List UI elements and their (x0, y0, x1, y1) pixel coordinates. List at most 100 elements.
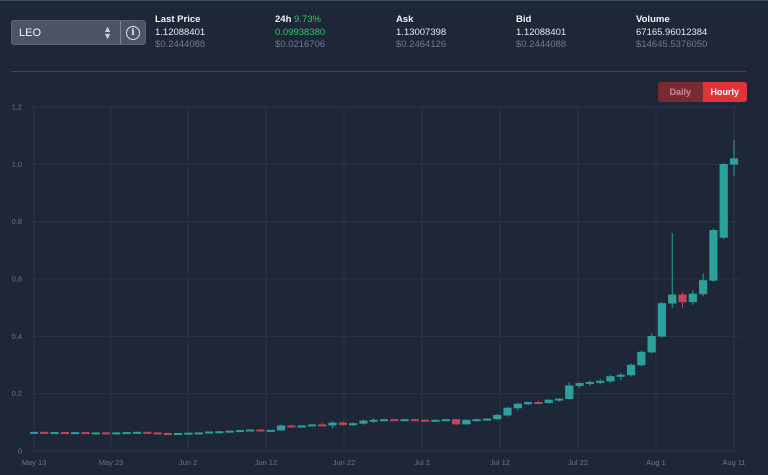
candle-body (534, 402, 543, 405)
candle (503, 406, 512, 417)
stat-usd-value: $0.2444088 (516, 39, 567, 50)
candle-body (462, 419, 471, 425)
candle (359, 419, 368, 425)
y-tick-label: 0.6 (12, 275, 22, 284)
candle (493, 413, 502, 421)
x-tick-label: Aug 11 (722, 458, 745, 467)
x-tick-label: Jun 22 (333, 458, 356, 467)
x-tick-label: May 23 (99, 458, 124, 467)
candle-body (626, 364, 636, 376)
market-dropdown[interactable]: LEO ▲ ▼ (12, 21, 121, 44)
candle-body (441, 419, 450, 422)
daily-toggle-button[interactable]: Daily (658, 82, 703, 102)
candle (349, 422, 358, 426)
y-tick-label: 0.4 (12, 332, 22, 341)
candle-body (132, 431, 142, 434)
candle (369, 418, 378, 423)
candle-body (174, 432, 183, 435)
market-selector[interactable]: LEO ▲ ▼ i (11, 20, 146, 45)
stat-value: 67165.96012384 (636, 26, 708, 38)
info-icon: i (126, 25, 140, 40)
candle-body (318, 424, 327, 427)
candle (688, 290, 697, 305)
candle (729, 139, 739, 176)
x-tick-label: Jun 2 (179, 458, 197, 467)
candle (472, 418, 481, 422)
x-tick-label: Jun 12 (255, 458, 278, 467)
candle-body (194, 432, 203, 435)
candle (184, 432, 193, 435)
info-button[interactable]: i (121, 21, 145, 44)
candle-body (122, 432, 131, 435)
candle (647, 333, 656, 354)
candle (328, 421, 337, 429)
candle (668, 233, 677, 308)
x-tick-label: May 13 (22, 458, 47, 467)
candle-body (338, 422, 347, 425)
candle (122, 432, 131, 435)
stat-label: Volume (636, 14, 670, 25)
candle (318, 422, 327, 427)
candle (225, 430, 234, 433)
candle (513, 402, 522, 411)
candle (606, 375, 615, 383)
candle-body (400, 419, 409, 422)
candle (657, 301, 667, 338)
candle (81, 432, 90, 435)
y-tick-label: 0.8 (12, 217, 22, 226)
stat-last-price: Last Price 1.12088401 $0.2444088 (155, 14, 205, 52)
stat-value: 1.13007398 (396, 26, 447, 38)
candle (524, 401, 533, 406)
stat-volume: Volume 67165.96012384 $14645.5376050 (636, 14, 707, 52)
candle (400, 418, 409, 422)
candle (709, 228, 718, 282)
candle-body (204, 431, 214, 434)
candle-body (256, 429, 265, 432)
interval-toggle[interactable]: Daily Hourly (658, 82, 747, 102)
candle (287, 424, 296, 428)
candle (60, 432, 69, 435)
candle (379, 418, 389, 422)
candle-body (91, 432, 100, 435)
candle-body (596, 380, 605, 383)
candle-body (544, 399, 553, 404)
candle (297, 425, 306, 428)
candle (462, 419, 471, 425)
candle-body (410, 419, 419, 422)
candle-body (606, 376, 615, 382)
stat-usd-value: $14645.5376050 (636, 39, 708, 50)
stat-label: Ask (396, 14, 414, 25)
candle-body (297, 425, 306, 428)
candle-body (246, 429, 255, 432)
candle-body (50, 432, 59, 435)
candle-body (688, 293, 697, 303)
candle-body (575, 383, 584, 386)
stat-label: Bid (516, 14, 532, 25)
candle-body (29, 431, 39, 434)
candle-body (657, 303, 667, 337)
x-tick-label: Jul 12 (490, 458, 510, 467)
candle (596, 379, 605, 385)
y-tick-label: 0.2 (12, 389, 22, 398)
x-axis: May 13 May 23 Jun 2 Jun 12 Jun 22 Jul 2 Jul 12… (22, 458, 746, 467)
candle (410, 418, 419, 422)
candle (585, 380, 594, 386)
candle-body (143, 431, 152, 434)
candle-body (565, 385, 574, 400)
x-tick-label: Aug 1 (646, 458, 666, 467)
candle (338, 421, 347, 426)
stat-value: 0.09938380 (275, 26, 326, 38)
chart-grid (30, 106, 740, 452)
candle (544, 399, 553, 404)
candle (71, 432, 80, 435)
hourly-toggle-button[interactable]: Hourly (702, 82, 747, 102)
candle (565, 382, 574, 400)
y-axis: 0 0.2 0.4 0.6 0.8 1.0 1.2 (12, 103, 22, 456)
candle-body (163, 432, 172, 435)
x-tick-label: Jul 22 (568, 458, 588, 467)
candle-body (616, 374, 625, 377)
candle-body (101, 432, 111, 435)
price-chart[interactable]: 0 0.2 0.4 0.6 0.8 1.0 1.2 May 13 May 23 Jun 2 Jun… (0, 100, 768, 475)
candle (482, 418, 492, 421)
candle (256, 429, 265, 432)
